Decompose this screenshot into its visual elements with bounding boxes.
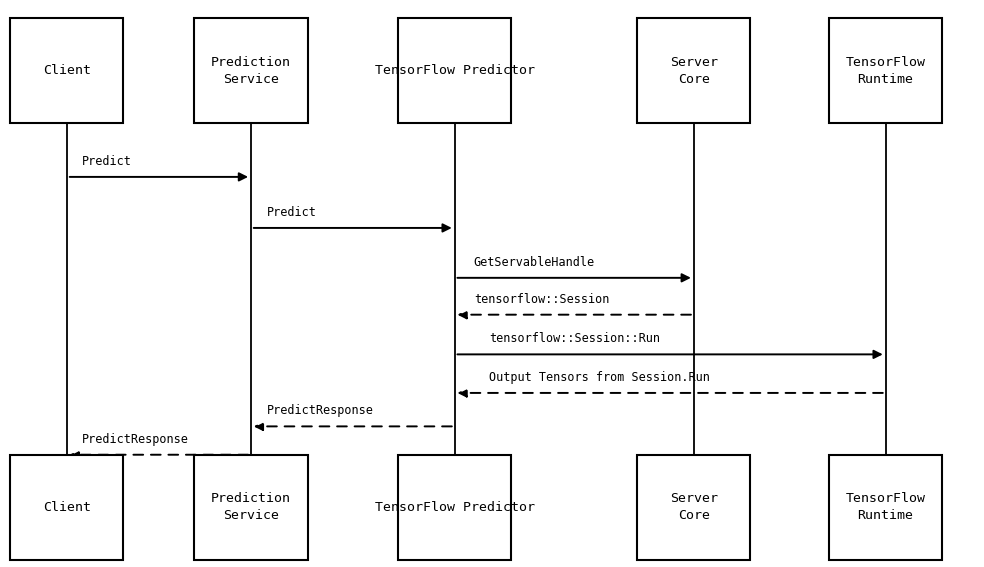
- Text: Prediction
Service: Prediction Service: [211, 56, 291, 86]
- Text: GetServableHandle: GetServableHandle: [473, 256, 595, 269]
- Bar: [11, 19, 124, 124]
- Bar: [829, 19, 943, 124]
- Text: Server
Core: Server Core: [670, 56, 717, 86]
- Bar: [11, 455, 124, 560]
- Text: PredictResponse: PredictResponse: [82, 433, 189, 446]
- Text: Server
Core: Server Core: [670, 493, 717, 522]
- Bar: [195, 455, 308, 560]
- Bar: [638, 455, 751, 560]
- Text: Client: Client: [43, 501, 91, 514]
- Text: Client: Client: [43, 65, 91, 77]
- Bar: [399, 19, 512, 124]
- Text: Output Tensors from Session.Run: Output Tensors from Session.Run: [489, 371, 710, 384]
- Text: tensorflow::Session: tensorflow::Session: [473, 293, 609, 306]
- Text: tensorflow::Session::Run: tensorflow::Session::Run: [489, 332, 660, 345]
- Bar: [829, 455, 943, 560]
- Bar: [638, 19, 751, 124]
- Text: Predict: Predict: [82, 155, 132, 168]
- Bar: [399, 455, 512, 560]
- Text: Predict: Predict: [268, 206, 317, 219]
- Text: TensorFlow
Runtime: TensorFlow Runtime: [845, 56, 926, 86]
- Text: Prediction
Service: Prediction Service: [211, 493, 291, 522]
- Text: TensorFlow Predictor: TensorFlow Predictor: [375, 65, 534, 77]
- Text: PredictResponse: PredictResponse: [268, 404, 374, 417]
- Text: TensorFlow
Runtime: TensorFlow Runtime: [845, 493, 926, 522]
- Text: TensorFlow Predictor: TensorFlow Predictor: [375, 501, 534, 514]
- Bar: [195, 19, 308, 124]
